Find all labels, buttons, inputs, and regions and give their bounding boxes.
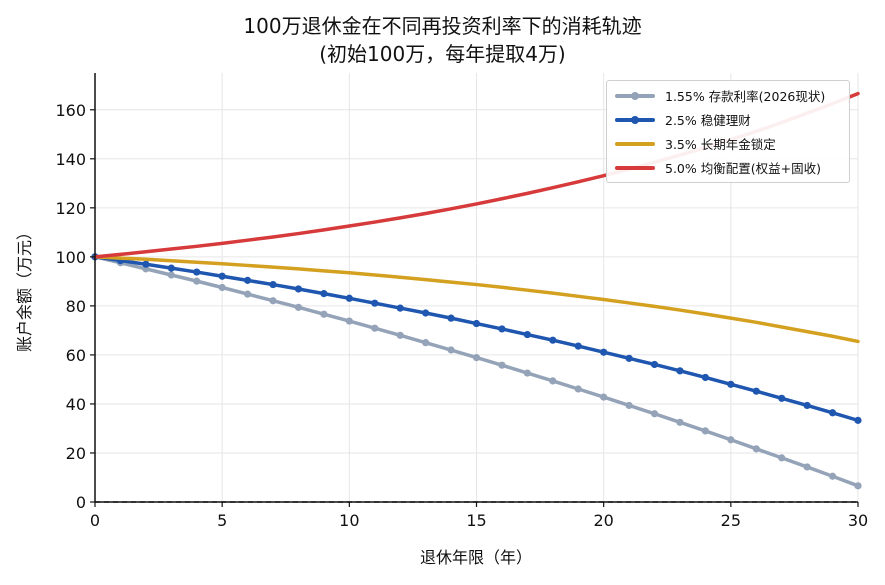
data-point xyxy=(371,324,379,332)
data-point xyxy=(244,276,252,284)
chart-title: 100万退休金在不同再投资利率下的消耗轨迹 xyxy=(243,14,642,38)
data-point xyxy=(345,317,353,325)
data-point xyxy=(244,290,252,298)
y-axis-label: 账户余额（万元） xyxy=(15,224,34,352)
legend-item-annuity: 3.5% 长期年金锁定 xyxy=(615,133,776,153)
data-point xyxy=(778,394,786,402)
data-point xyxy=(167,271,175,279)
data-point xyxy=(294,303,303,311)
x-tick-label: 5 xyxy=(217,511,227,530)
data-point xyxy=(574,342,582,350)
legend-label-annuity: 3.5% 长期年金锁定 xyxy=(665,136,776,152)
data-point xyxy=(269,280,277,289)
legend-swatch-steady xyxy=(615,112,655,126)
data-point xyxy=(523,369,531,377)
chart-legend: 1.55% 存款利率(2026现状) 2.5% 稳健理财 3.5% 长期年金锁定… xyxy=(606,80,850,183)
data-point xyxy=(193,277,201,285)
data-point xyxy=(320,290,328,298)
x-tick-label: 15 xyxy=(466,511,486,530)
data-point xyxy=(294,285,303,293)
y-tick-label: 160 xyxy=(55,101,86,120)
data-point xyxy=(320,310,328,318)
data-point xyxy=(218,283,226,292)
data-point xyxy=(574,385,582,393)
data-point xyxy=(828,472,837,480)
legend-label-balanced: 5.0% 均衡配置(权益+固收) xyxy=(665,160,821,176)
data-point xyxy=(778,454,786,462)
data-point xyxy=(701,373,710,382)
data-point xyxy=(498,325,506,333)
tick-labels: 0 5 10 15 20 25 30 0 20 40 60 80 100 120 140 160 xyxy=(55,101,868,530)
data-point xyxy=(472,354,481,362)
y-tick-label: 120 xyxy=(55,199,86,218)
data-point xyxy=(752,387,760,395)
y-tick-label: 40 xyxy=(66,395,86,414)
chart-subtitle: (初始100万，每年提取4万) xyxy=(319,42,566,66)
data-point xyxy=(803,463,811,471)
data-point xyxy=(803,401,811,410)
data-point xyxy=(447,346,455,354)
data-point xyxy=(269,297,277,305)
legend-label-steady: 2.5% 稳健理财 xyxy=(665,112,751,128)
data-point xyxy=(600,348,608,356)
data-point xyxy=(396,331,404,339)
data-point xyxy=(752,445,760,453)
series-2 xyxy=(93,255,860,344)
x-axis-label: 退休年限（年） xyxy=(420,548,532,567)
series-line-2 xyxy=(93,255,860,344)
data-point xyxy=(600,393,608,401)
legend-swatch-annuity xyxy=(615,136,655,150)
data-point xyxy=(523,330,531,339)
legend-item-deposit: 1.55% 存款利率(2026现状) xyxy=(615,85,825,105)
legend-item-balanced: 5.0% 均衡配置(权益+固收) xyxy=(615,157,821,177)
data-point xyxy=(447,314,455,322)
data-point xyxy=(676,418,684,426)
data-point xyxy=(371,299,379,307)
y-tick-label: 140 xyxy=(55,150,86,169)
y-tick-label: 20 xyxy=(66,444,86,463)
data-point xyxy=(828,409,837,417)
data-point xyxy=(854,482,862,490)
data-point xyxy=(676,367,684,375)
y-tick-label: 80 xyxy=(66,297,86,316)
data-point xyxy=(650,360,659,369)
data-point xyxy=(854,416,862,424)
data-point xyxy=(422,339,430,347)
x-tick-label: 25 xyxy=(721,511,741,530)
legend-swatch-balanced xyxy=(615,160,655,174)
data-point xyxy=(218,272,226,280)
legend-item-steady: 2.5% 稳健理财 xyxy=(615,109,751,129)
data-point xyxy=(498,361,506,369)
data-point xyxy=(625,354,633,362)
data-point xyxy=(142,260,150,268)
data-point xyxy=(345,294,353,302)
x-tick-label: 10 xyxy=(339,511,359,530)
x-tick-label: 20 xyxy=(593,511,613,530)
data-point xyxy=(472,319,481,328)
data-point xyxy=(193,268,201,276)
data-point xyxy=(549,336,557,344)
y-tick-label: 60 xyxy=(66,346,86,365)
legend-swatch-deposit xyxy=(615,88,655,102)
legend-label-deposit: 1.55% 存款利率(2026现状) xyxy=(665,88,826,104)
y-tick-label: 100 xyxy=(55,248,86,267)
data-point xyxy=(167,264,175,272)
data-point xyxy=(396,304,404,312)
data-point xyxy=(650,410,659,418)
data-point xyxy=(549,377,557,385)
x-tick-label: 0 xyxy=(90,511,100,530)
data-point xyxy=(727,380,735,388)
data-point xyxy=(422,309,430,317)
data-point xyxy=(701,427,710,435)
x-tick-label: 30 xyxy=(848,511,868,530)
series-1 xyxy=(91,253,862,424)
data-point xyxy=(625,401,633,410)
y-tick-label: 0 xyxy=(76,493,86,512)
data-point xyxy=(727,436,735,444)
